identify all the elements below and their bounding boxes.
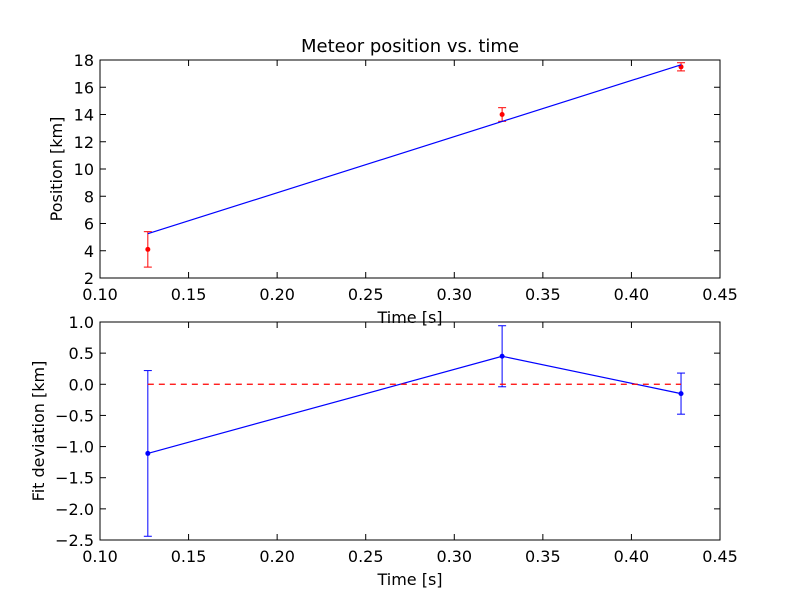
position-x-tick-label: 0.40 — [614, 285, 650, 304]
deviation-marks — [143, 325, 686, 537]
deviation-y-ticks: 1.0 0.5 0.0 −0.5 −1.0 −1.5 −2.0 −2.5 — [55, 313, 720, 550]
position-x-label: Time [s] — [376, 308, 442, 327]
position-x-tick-label: 0.20 — [259, 285, 295, 304]
deviation-y-tick-label: 1.0 — [69, 313, 94, 332]
position-y-tick-label: 8 — [84, 187, 94, 206]
deviation-x-tick-label: 0.30 — [436, 547, 472, 566]
position-y-tick-label: 2 — [84, 269, 94, 288]
position-y-tick-label: 14 — [74, 106, 94, 125]
deviation-x-tick-label: 0.40 — [614, 547, 650, 566]
deviation-y-tick-label: 0.5 — [69, 344, 94, 363]
position-x-tick-label: 0.15 — [171, 285, 207, 304]
deviation-x-tick-label: 0.20 — [259, 547, 295, 566]
deviation-x-label: Time [s] — [376, 570, 442, 589]
deviation-data-point — [678, 391, 684, 397]
position-series-1-line — [147, 64, 682, 235]
deviation-x-tick-label: 0.35 — [525, 547, 561, 566]
position-marks — [143, 62, 686, 268]
position-x-tick-label: 0.45 — [702, 285, 738, 304]
deviation-y-tick-label: −2.0 — [55, 500, 94, 519]
deviation-data-point — [145, 450, 151, 456]
position-data-point — [499, 112, 505, 117]
position-y-tick-label: 6 — [84, 215, 94, 234]
deviation-y-tick-label: −2.5 — [55, 531, 94, 550]
position-x-tick-label: 0.35 — [525, 285, 561, 304]
position-x-tick-label: 0.10 — [82, 285, 118, 304]
position-y-tick-label: 10 — [74, 160, 94, 179]
deviation-x-tick-label: 0.10 — [82, 547, 118, 566]
deviation-x-tick-label: 0.25 — [348, 547, 384, 566]
position-data-point — [145, 246, 151, 252]
position-y-ticks: 2 4 6 8 10 12 14 16 18 — [74, 51, 720, 288]
deviation-panel: 0.10 0.15 0.20 0.25 0.30 0.35 0.40 0.45 1.00.50… — [29, 313, 738, 589]
deviation-y-tick-label: −1.0 — [55, 438, 94, 457]
deviation-x-ticks: 0.10 0.15 0.20 0.25 0.30 0.35 0.40 0.45 — [82, 322, 738, 566]
deviation-y-tick-label: 0.0 — [69, 375, 94, 394]
position-title: Meteor position vs. time — [301, 36, 519, 57]
position-x-ticks: 0.10 0.15 0.20 0.25 0.30 0.35 0.40 0.45 — [82, 60, 738, 304]
deviation-y-label: Fit deviation [km] — [29, 361, 48, 502]
deviation-y-tick-label: −1.5 — [55, 469, 94, 488]
deviation-data-point — [499, 353, 505, 359]
position-y-tick-label: 18 — [74, 51, 94, 70]
position-panel: Meteor position vs. time 0.10 0.15 0.20 0.2… — [47, 36, 738, 327]
deviation-y-tick-label: −0.5 — [55, 406, 94, 425]
position-y-tick-label: 4 — [84, 242, 94, 261]
position-x-tick-label: 0.30 — [436, 285, 472, 304]
position-x-tick-label: 0.25 — [348, 285, 384, 304]
position-y-label: Position [km] — [47, 117, 66, 222]
deviation-x-tick-label: 0.45 — [702, 547, 738, 566]
deviation-x-tick-label: 0.15 — [171, 547, 207, 566]
position-y-tick-label: 12 — [74, 133, 94, 152]
position-y-tick-label: 16 — [74, 78, 94, 97]
deviation-axes-frame — [99, 321, 721, 541]
